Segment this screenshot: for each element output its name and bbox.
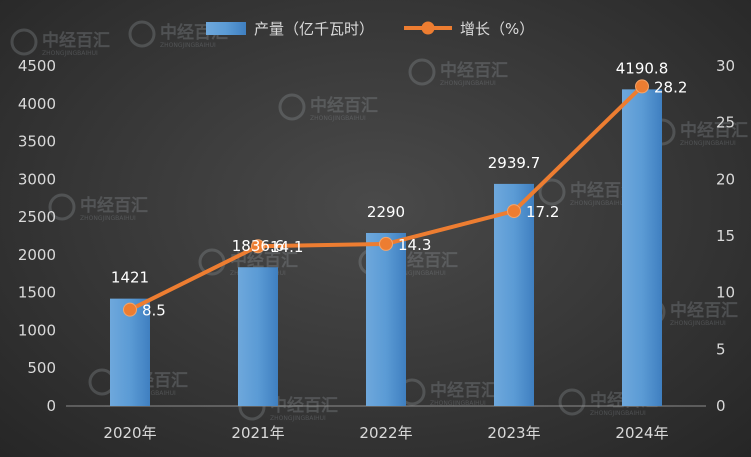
y-left-tick-label: 4500 <box>18 57 56 75</box>
bar-series <box>110 89 662 406</box>
x-tick-label: 2024年 <box>615 424 668 442</box>
y-left-tick-label: 500 <box>27 359 56 377</box>
axes: 0 500 1000 1500 2000 2500 3000 3500 4000 4500 0 5 10… <box>18 57 735 442</box>
legend: 产量（亿千瓦时） 增长（%） <box>206 20 534 38</box>
x-tick-label: 2023年 <box>487 424 540 442</box>
watermark-logo-icon <box>128 20 156 48</box>
bar <box>622 89 662 406</box>
watermark-subtext: ZHONGJINGBAIHUI <box>80 215 136 222</box>
bar-value-label: 2939.7 <box>488 154 541 172</box>
watermark-subtext: ZHONGJINGBAIHUI <box>160 42 216 49</box>
y-left-tick-label: 0 <box>46 397 56 415</box>
line-value-label: 28.2 <box>654 78 687 96</box>
watermark-subtext: ZHONGJINGBAIHUI <box>390 270 446 277</box>
line-point <box>379 236 393 251</box>
y-right-tick-label: 25 <box>716 114 735 132</box>
bar <box>238 267 278 406</box>
watermark-text: 中经百汇 <box>570 180 638 201</box>
bar-value-label: 1421 <box>111 269 149 287</box>
watermark-text: 中经百汇 <box>670 300 738 321</box>
line-point <box>123 302 137 317</box>
x-tick-label: 2020年 <box>103 424 156 442</box>
bar-value-label: 4190.8 <box>616 59 669 77</box>
line-value-label: 8.5 <box>142 302 166 320</box>
y-right-tick-label: 30 <box>716 57 735 75</box>
bar-value-label: 1836.6 <box>232 237 285 255</box>
watermark-logo-icon <box>558 388 586 416</box>
x-tick-label: 2021年 <box>231 424 284 442</box>
data-labels: 1421 1836.6 2290 2939.7 4190.8 8.5 14.1 14.3 17.… <box>111 59 688 319</box>
legend-line-marker <box>421 21 435 35</box>
watermark-layer: 中经百汇ZHONGJINGBAIHUI中经百汇ZHONGJINGBAIHUI中经… <box>10 20 748 422</box>
bar <box>366 232 406 406</box>
watermark-logo-icon <box>538 178 566 206</box>
watermark-logo-icon <box>278 93 306 121</box>
line-value-label: 14.1 <box>270 238 303 256</box>
watermark-subtext: ZHONGJINGBAIHUI <box>590 410 646 417</box>
legend-bar-swatch <box>206 22 246 35</box>
y-left-tick-label: 3500 <box>18 133 56 151</box>
watermark-text: 中经百汇 <box>80 195 148 216</box>
watermark-subtext: ZHONGJINGBAIHUI <box>680 140 736 147</box>
line-value-label: 14.3 <box>398 236 431 254</box>
y-right-tick-label: 5 <box>716 340 726 358</box>
legend-line-label: 增长（%） <box>460 20 534 38</box>
y-left-tick-label: 1000 <box>18 321 56 339</box>
watermark-subtext: ZHONGJINGBAIHUI <box>42 50 98 57</box>
watermark-subtext: ZHONGJINGBAIHUI <box>440 80 496 87</box>
watermark-text: 中经百汇 <box>440 60 508 81</box>
line-value-label: 17.2 <box>526 203 559 221</box>
line-point <box>507 204 521 219</box>
bar-value-label: 2290 <box>367 203 405 221</box>
y-right-tick-label: 15 <box>716 227 735 245</box>
watermark-subtext: ZHONGJINGBAIHUI <box>570 200 626 207</box>
line-series <box>123 79 649 317</box>
bar <box>494 183 534 406</box>
watermark-subtext: ZHONGJINGBAIHUI <box>430 400 486 407</box>
y-left-tick-label: 2000 <box>18 246 56 264</box>
line-point <box>635 79 649 94</box>
watermark-text: 中经百汇 <box>230 250 298 271</box>
y-right-tick-label: 20 <box>716 170 735 188</box>
watermark-subtext: ZHONGJINGBAIHUI <box>310 115 366 122</box>
watermark-text: 中经百汇 <box>390 250 458 271</box>
watermark-text: 中经百汇 <box>42 30 110 51</box>
line-point <box>251 239 265 254</box>
y-left-tick-label: 3000 <box>18 170 56 188</box>
watermark-text: 中经百汇 <box>430 380 498 401</box>
watermark-subtext: ZHONGJINGBAIHUI <box>270 415 326 422</box>
y-right-tick-label: 0 <box>716 397 726 415</box>
watermark-logo-icon <box>10 28 38 56</box>
watermark-logo-icon <box>48 193 76 221</box>
legend-bar-label: 产量（亿千瓦时） <box>254 20 374 38</box>
x-tick-label: 2022年 <box>359 424 412 442</box>
y-left-tick-label: 4000 <box>18 95 56 113</box>
watermark-text: 中经百汇 <box>680 120 748 141</box>
watermark-logo-icon <box>408 58 436 86</box>
watermark-text: 中经百汇 <box>310 95 378 116</box>
y-left-tick-label: 2500 <box>18 208 56 226</box>
y-left-tick-label: 1500 <box>18 284 56 302</box>
watermark-subtext: ZHONGJINGBAIHUI <box>670 320 726 327</box>
y-right-tick-label: 10 <box>716 284 735 302</box>
